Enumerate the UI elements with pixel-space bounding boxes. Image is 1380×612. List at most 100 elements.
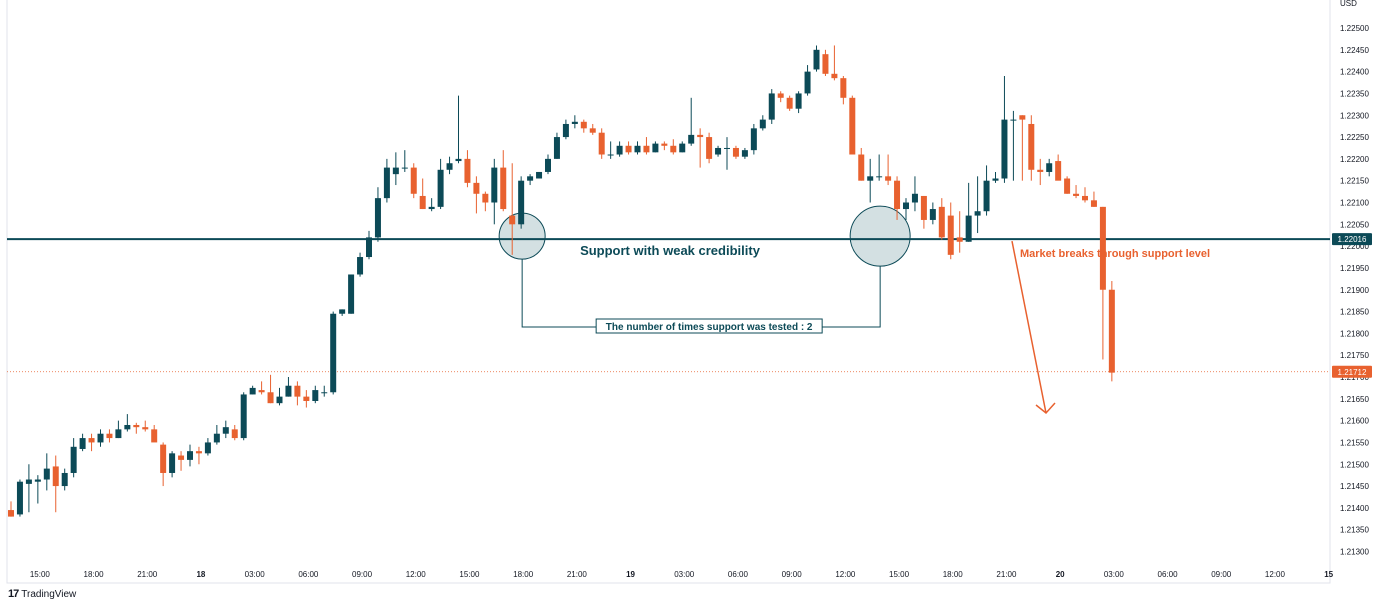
candle[interactable] [500, 150, 507, 212]
candle[interactable] [929, 202, 936, 225]
candle[interactable] [8, 501, 14, 517]
candle[interactable] [849, 95, 856, 155]
candle[interactable] [920, 195, 927, 229]
candle[interactable] [61, 468, 68, 491]
candle[interactable] [885, 154, 892, 186]
candle[interactable] [589, 123, 596, 135]
candle[interactable] [545, 154, 551, 175]
candle[interactable] [276, 387, 283, 406]
candle[interactable] [1055, 154, 1062, 181]
candle[interactable] [249, 385, 256, 395]
candle[interactable] [142, 420, 149, 432]
candle[interactable] [1108, 281, 1115, 382]
candle[interactable] [509, 163, 516, 255]
candle[interactable] [1099, 206, 1106, 360]
candle[interactable] [768, 89, 775, 124]
candle[interactable] [741, 147, 748, 159]
candle[interactable] [607, 141, 614, 159]
candle[interactable] [294, 381, 301, 406]
candle[interactable] [124, 414, 131, 432]
candle[interactable] [518, 176, 525, 229]
candle[interactable] [106, 429, 113, 443]
candle[interactable] [831, 45, 838, 81]
candle[interactable] [571, 115, 578, 129]
candle[interactable] [983, 165, 990, 216]
candle[interactable] [231, 424, 238, 441]
candle[interactable] [715, 145, 722, 157]
candle[interactable] [956, 211, 963, 253]
candle[interactable] [401, 150, 408, 172]
candle[interactable] [974, 176, 981, 234]
candle[interactable] [553, 132, 560, 159]
candle[interactable] [491, 158, 498, 225]
candle[interactable] [1010, 110, 1017, 181]
candle[interactable] [374, 187, 381, 242]
candle[interactable] [1019, 115, 1026, 181]
candle[interactable] [187, 444, 193, 467]
candle[interactable] [670, 139, 677, 155]
candle[interactable] [348, 274, 355, 314]
candle[interactable] [858, 147, 865, 181]
candle[interactable] [598, 128, 605, 159]
candle[interactable] [625, 141, 632, 155]
candle[interactable] [383, 158, 390, 203]
candle[interactable] [330, 311, 337, 395]
candle[interactable] [428, 198, 435, 212]
candle[interactable] [867, 158, 874, 203]
candle[interactable] [366, 230, 372, 260]
candle[interactable] [160, 442, 167, 487]
candle[interactable] [240, 392, 247, 441]
candle[interactable] [634, 141, 641, 155]
candle[interactable] [777, 91, 784, 103]
candle[interactable] [312, 385, 319, 404]
candle[interactable] [195, 446, 202, 465]
candle[interactable] [392, 152, 399, 186]
candle[interactable] [151, 424, 158, 443]
candle[interactable] [759, 115, 766, 131]
candle[interactable] [70, 438, 77, 478]
candle[interactable] [1028, 115, 1035, 181]
candle[interactable] [1064, 176, 1071, 194]
candle[interactable] [1037, 158, 1044, 186]
candle[interactable] [97, 429, 104, 447]
candle[interactable] [267, 374, 274, 404]
candle[interactable] [992, 171, 999, 183]
candle[interactable] [894, 176, 901, 220]
candle[interactable] [562, 119, 569, 140]
candle[interactable] [822, 49, 829, 76]
candle[interactable] [652, 141, 659, 153]
candle[interactable] [34, 475, 41, 504]
candle[interactable] [938, 198, 945, 240]
candle[interactable] [79, 433, 86, 452]
candle[interactable] [258, 381, 265, 395]
candle[interactable] [724, 137, 730, 170]
candle[interactable] [1082, 187, 1088, 203]
candle[interactable] [706, 132, 713, 164]
candle[interactable] [536, 171, 543, 179]
candle[interactable] [204, 438, 211, 456]
candle[interactable] [876, 154, 883, 181]
candle[interactable] [527, 174, 534, 186]
candle[interactable] [133, 422, 140, 434]
candle[interactable] [213, 424, 220, 445]
candle[interactable] [88, 433, 95, 452]
candle[interactable] [786, 95, 793, 111]
candle[interactable] [357, 252, 364, 277]
candle[interactable] [446, 156, 453, 175]
candle[interactable] [419, 178, 426, 210]
candle[interactable] [482, 191, 489, 212]
candle[interactable] [1073, 185, 1080, 199]
candle[interactable] [303, 390, 310, 408]
candle[interactable] [911, 176, 918, 212]
candle[interactable] [697, 128, 704, 168]
candle[interactable] [688, 97, 695, 146]
candle[interactable] [965, 182, 972, 242]
candle[interactable] [804, 65, 811, 96]
candle[interactable] [840, 75, 847, 105]
candle[interactable] [643, 137, 650, 155]
candle[interactable] [1001, 75, 1008, 183]
candle[interactable] [169, 451, 176, 478]
candle[interactable] [43, 453, 50, 491]
candle[interactable] [321, 385, 328, 397]
